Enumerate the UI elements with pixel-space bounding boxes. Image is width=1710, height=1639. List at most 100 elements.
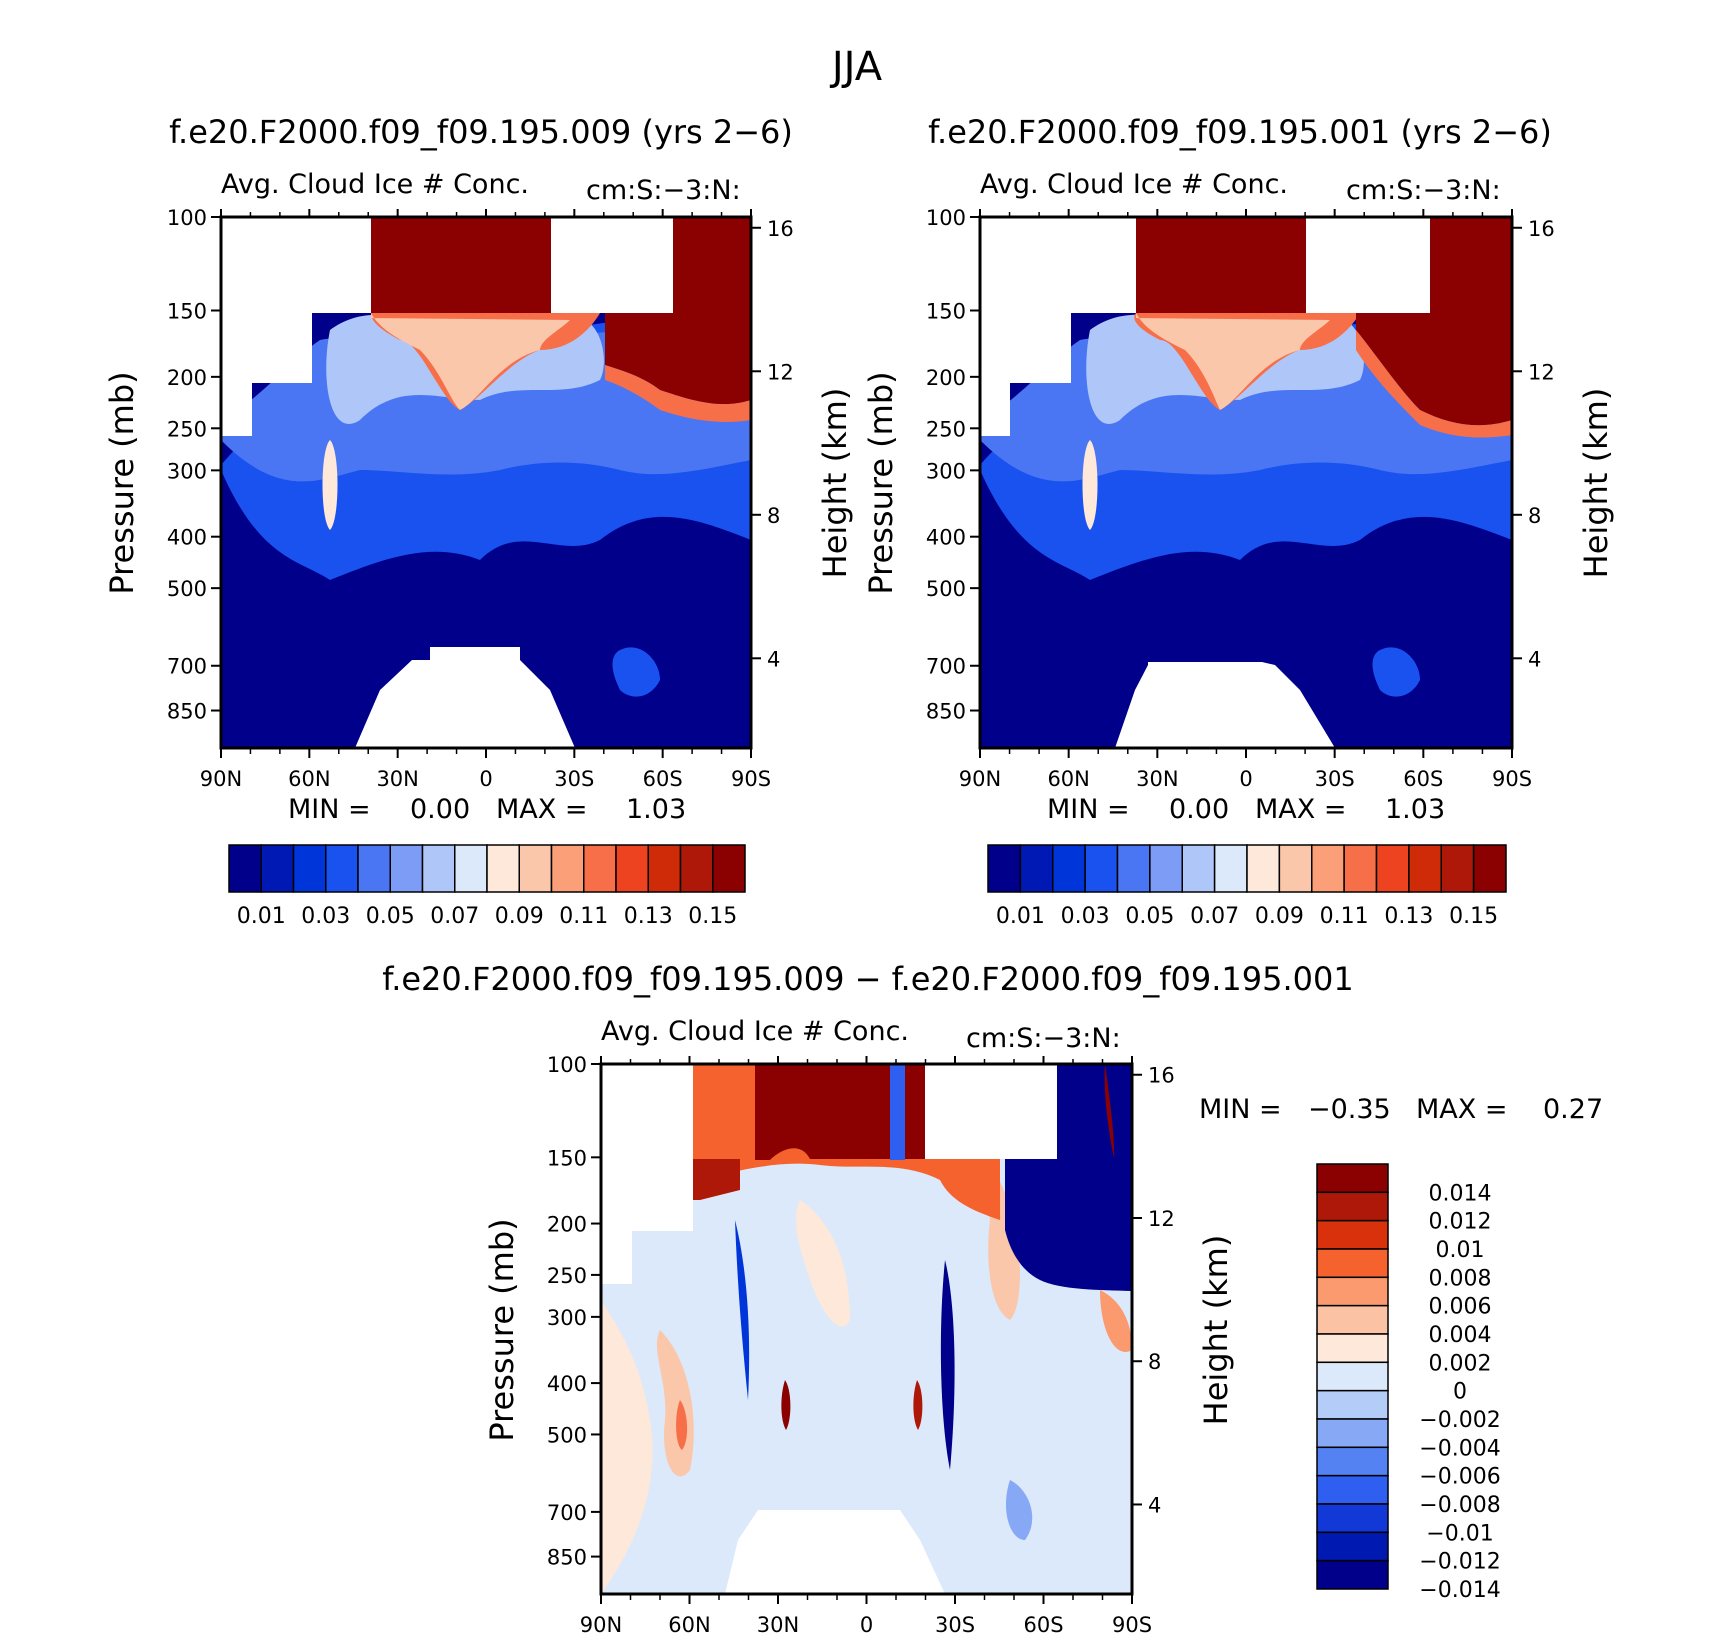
colorbar-swatch [1316, 1163, 1389, 1194]
colorbar-label: 0.004 [1429, 1323, 1492, 1348]
variable-label: Avg. Cloud Ice # Conc. [221, 169, 529, 200]
y-tick-label: 850 [926, 700, 966, 724]
colorbar-swatch [1316, 1446, 1389, 1477]
panel-title: f.e20.F2000.f09_f09.195.009 − f.e20.F200… [382, 960, 1354, 998]
x-tick-label: 0 [1239, 767, 1252, 791]
colorbar-swatch [679, 844, 714, 893]
colorbar-label: −0.008 [1419, 1493, 1500, 1518]
y2-tick-label: 8 [1528, 504, 1541, 528]
y-tick-label: 300 [167, 459, 207, 483]
colorbar-swatch [454, 844, 488, 893]
colorbar-swatch [583, 844, 617, 893]
units-label: cm:S:−3:N: [586, 175, 741, 206]
panel-model-001: f.e20.F2000.f09_f09.195.001 (yrs 2−6) Av… [862, 113, 1615, 929]
panel-title: f.e20.F2000.f09_f09.195.009 (yrs 2−6) [169, 113, 793, 151]
colorbar-label: 0.012 [1429, 1210, 1492, 1235]
y-tick-label: 500 [926, 577, 966, 601]
colorbar-swatch [1343, 844, 1378, 893]
colorbar-swatch [1213, 844, 1248, 893]
colorbar-swatch [1084, 844, 1119, 893]
colorbar-swatch [421, 844, 456, 893]
max-value: 1.03 [1385, 794, 1445, 825]
colorbar-label: 0.13 [1384, 904, 1433, 929]
colorbar-label: −0.006 [1419, 1465, 1500, 1490]
y2-tick-label: 16 [1148, 1064, 1175, 1088]
colorbar-label: 0.11 [559, 904, 608, 929]
colorbar-swatch [712, 844, 746, 893]
y2-tick-label: 12 [1148, 1207, 1175, 1231]
field-sh-jet [612, 647, 660, 697]
x-tick-label: 0 [860, 1613, 873, 1637]
colorbar-label: −0.002 [1419, 1408, 1500, 1433]
y2-tick-label: 4 [1148, 1493, 1161, 1517]
y2-axis-label: Height (km) [1577, 388, 1615, 579]
colorbar-swatch [1316, 1333, 1389, 1364]
field-mask-topright [551, 217, 673, 313]
field-upper-peach [1136, 313, 1330, 410]
colorbar-swatch [292, 844, 327, 893]
y-tick-label: 850 [547, 1546, 587, 1570]
page-title: JJA [829, 44, 883, 90]
colorbar-label: 0.13 [624, 904, 673, 929]
x-tick-label: 60S [643, 767, 683, 791]
field-mask-topright [925, 1064, 1057, 1159]
field-mask-orography [1115, 662, 1335, 748]
colorbar-label: 0.01 [1436, 1238, 1485, 1263]
colorbar-swatch [1246, 844, 1281, 893]
colorbar-swatch [1181, 844, 1216, 893]
x-tick-label: 90S [1492, 767, 1532, 791]
colorbar-swatch [1311, 844, 1345, 893]
field-neg-spike [1104, 1064, 1115, 1158]
y-tick-label: 100 [926, 206, 966, 230]
colorbar-swatch [615, 844, 649, 893]
field-mask-topright [1306, 217, 1430, 313]
x-tick-label: 90N [580, 1613, 622, 1637]
colorbar-swatch [389, 844, 424, 893]
field-pos-core [781, 1380, 791, 1430]
field-pos-core [676, 1400, 688, 1450]
x-tick-label: 90S [731, 767, 771, 791]
x-tick-label: 90N [959, 767, 1001, 791]
plot-field [980, 217, 1512, 748]
y2-tick-label: 4 [1528, 647, 1541, 671]
field-upper-left-dark [693, 1159, 740, 1200]
y-tick-label: 500 [167, 577, 207, 601]
y-tick-label: 250 [926, 417, 966, 441]
colorbar-label: 0.07 [1190, 904, 1239, 929]
x-tick-label: 60N [1047, 767, 1089, 791]
colorbar-label: 0.014 [1429, 1181, 1492, 1206]
field-top-red-edge [605, 365, 751, 422]
y2-axis-label: Height (km) [1197, 1235, 1235, 1426]
y-tick-label: 500 [547, 1423, 587, 1447]
colorbar-label: 0.09 [495, 904, 544, 929]
y2-tick-label: 12 [1528, 360, 1555, 384]
x-tick-label: 30S [935, 1613, 975, 1637]
y-tick-label: 150 [167, 300, 207, 324]
y2-tick-label: 8 [767, 504, 780, 528]
colorbar-label: 0.05 [366, 904, 415, 929]
colorbar-swatch [647, 844, 682, 893]
colorbar-label: 0.05 [1125, 904, 1174, 929]
y2-tick-label: 12 [767, 360, 794, 384]
colorbar-label: −0.012 [1419, 1550, 1500, 1575]
colorbar-label: 0.006 [1429, 1295, 1492, 1320]
y-tick-label: 700 [167, 655, 207, 679]
colorbar-swatch [1316, 1219, 1389, 1250]
colorbar-swatch [1278, 844, 1313, 893]
y-tick-label: 200 [167, 366, 207, 390]
panel-model-009: f.e20.F2000.f09_f09.195.009 (yrs 2−6) Av… [103, 113, 854, 929]
colorbar-swatch [1316, 1559, 1389, 1590]
colorbar-swatch [357, 844, 391, 893]
x-tick-label: 90N [200, 767, 242, 791]
field-mask-topleft [601, 1064, 693, 1284]
field-mask-topleft [980, 217, 1136, 436]
y-tick-label: 400 [167, 526, 207, 550]
x-tick-label: 60S [1403, 767, 1443, 791]
axes: 90N 60N 30N 0 30S 60S 90S 100 150 200 250 300 400 500… [926, 206, 1555, 791]
colorbar-swatch [260, 844, 295, 893]
max-value: 1.03 [626, 794, 686, 825]
colorbar-label: 0.11 [1320, 904, 1369, 929]
y-tick-label: 700 [926, 655, 966, 679]
colorbar-swatch [1316, 1304, 1389, 1335]
colorbar-swatch [1472, 844, 1507, 893]
